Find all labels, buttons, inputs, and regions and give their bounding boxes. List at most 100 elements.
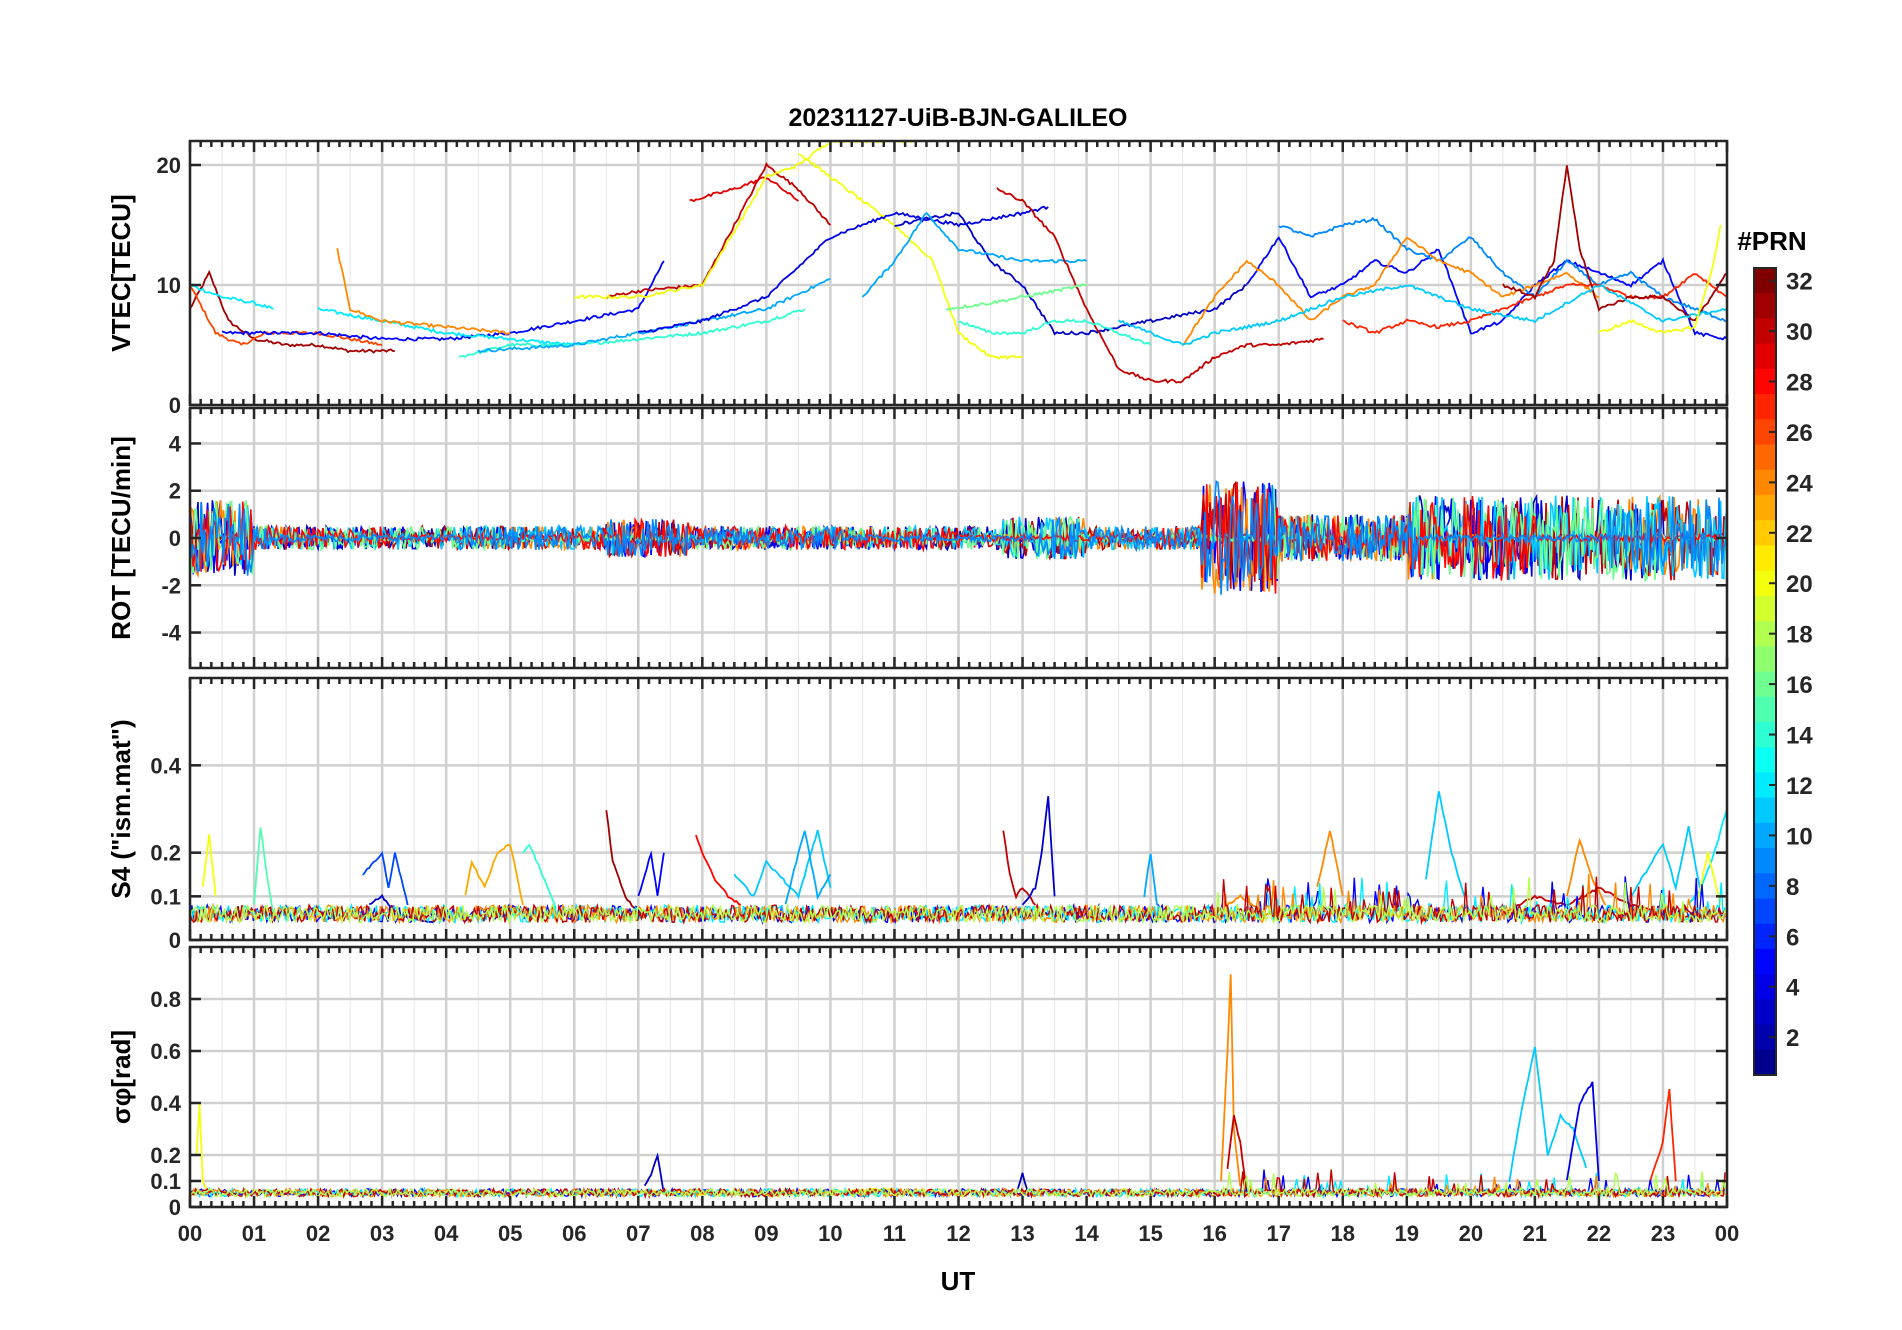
colorbar-segment: [1754, 469, 1776, 496]
sigma_phi-trace-prn-3: [643, 1152, 665, 1195]
sigma_phi-trace-prn-27: [1649, 1088, 1677, 1182]
s4-trace-prn-7: [362, 850, 409, 906]
colorbar-segment: [1754, 268, 1776, 294]
chart-title: 20231127-UiB-BJN-GALILEO: [788, 104, 1127, 132]
x-tick-label: 18: [1331, 1221, 1355, 1246]
s4-trace-prn-5: [637, 850, 665, 897]
colorbar-segment: [1754, 848, 1776, 874]
x-tick-label: 02: [306, 1221, 330, 1246]
vtec-trace-prn-16: [945, 283, 1087, 311]
vtec-trace-prn-5: [1246, 236, 1727, 341]
vtec-trace-prn-30: [996, 187, 1324, 384]
colorbar-segment: [1754, 974, 1776, 1000]
y-tick-label: 0: [169, 1195, 181, 1220]
colorbar-segment: [1754, 772, 1776, 799]
x-tick-label: 16: [1202, 1221, 1226, 1246]
vtec-trace-prn-24: [1181, 236, 1599, 346]
colorbar-tick-label: 8: [1786, 874, 1799, 901]
rot-trace-prn-9: [190, 479, 1727, 595]
s4-trace-prn-10: [784, 830, 832, 905]
x-ticks-vtec: [188, 141, 1729, 407]
colorbar-segment: [1754, 621, 1776, 647]
vtec-trace-prn-20: [797, 153, 1023, 360]
sigma_phi-trace-prn-3: [1015, 1172, 1030, 1197]
colorbar-title: #PRN: [1737, 226, 1806, 256]
colorbar-segment: [1754, 747, 1776, 773]
y-tick-label: -2: [161, 573, 181, 598]
y-tick-label: -4: [161, 621, 181, 646]
vtec-trace-prn-20: [1598, 224, 1722, 334]
colorbar-segment: [1754, 343, 1776, 370]
y-axis-label-rot: ROT [TECU/min]: [106, 436, 136, 640]
vtec-trace-prn-14: [458, 308, 806, 358]
colorbar-segment: [1754, 419, 1776, 446]
x-tick-label: 03: [370, 1221, 394, 1246]
panel-rot: -4 -2 0 2 4 ROT [TECU/min]: [106, 406, 1729, 670]
x-tick-label: 11: [883, 1221, 906, 1246]
colorbar-tick-label: 20: [1786, 571, 1813, 598]
x-ticks-rot: [188, 408, 1729, 668]
vtec-trace-prn-11: [1117, 284, 1727, 346]
x-tick-label: 19: [1395, 1221, 1419, 1246]
grid-vtec: [188, 141, 1729, 407]
y-tick-label: 0: [169, 393, 181, 418]
sigma_phi-baseline-prn-24: [190, 1175, 1726, 1200]
vtec-trace-prn-12: [317, 306, 575, 347]
x-tick-label: 01: [242, 1221, 266, 1246]
s4-trace-prn-31: [605, 810, 639, 915]
s4-trace-prn-11: [1630, 825, 1703, 898]
colorbar-segment: [1754, 671, 1776, 698]
x-tick-label: 13: [1010, 1221, 1034, 1246]
colorbar-segment: [1754, 570, 1776, 597]
vtec-trace-prn-24: [336, 248, 511, 335]
colorbar-segment: [1754, 923, 1776, 950]
x-tick-label: 21: [1523, 1221, 1547, 1246]
colorbar-tick-label: 32: [1786, 269, 1813, 296]
x-tick-label: 07: [626, 1221, 650, 1246]
x-tick-label: 00: [1715, 1221, 1739, 1246]
y-tick-label: 0.1: [150, 1169, 181, 1194]
y-tick-label: 0.2: [150, 1143, 181, 1168]
s4-baseline-prn-30: [190, 876, 1726, 926]
vtec-trace-prn-4: [638, 205, 1049, 333]
y-axis-label-sigma_phi: σφ[rad]: [106, 1030, 136, 1124]
colorbar-tick-label: 2: [1786, 1025, 1799, 1052]
colorbar-tick-label: 4: [1786, 975, 1800, 1002]
colorbar-segment: [1754, 797, 1776, 824]
vtec-trace-prn-26: [190, 285, 383, 346]
colorbar-segment: [1754, 494, 1776, 521]
colorbar-tick-label: 26: [1786, 420, 1813, 447]
colorbar-tick-label: 14: [1786, 723, 1813, 750]
x-tick-label: 09: [754, 1221, 778, 1246]
s4-trace-prn-20: [201, 834, 217, 897]
sigma_phi-trace-prn-30: [1226, 1114, 1248, 1195]
colorbar-tick-label: 16: [1786, 672, 1813, 699]
vtec-trace-prn-3: [894, 211, 1247, 336]
x-tick-label: 20: [1459, 1221, 1483, 1246]
s4-trace-prn-11: [1425, 791, 1466, 897]
vtec-trace-prn-14: [958, 318, 1152, 346]
colorbar-segment: [1754, 898, 1776, 925]
colorbar-segment: [1754, 293, 1776, 319]
s4-trace-prn-24: [1316, 830, 1344, 897]
panel-sigma_phi: 00.10.2 0.4 0.6 0.8 σφ[rad]: [106, 945, 1729, 1220]
colorbar-tick-label: 18: [1786, 622, 1813, 649]
colorbar-segment: [1754, 999, 1776, 1026]
y-tick-label: 0: [169, 526, 181, 551]
x-tick-label: 06: [562, 1221, 586, 1246]
colorbar-tick-label: 10: [1786, 823, 1813, 850]
colorbar-tick-label: 6: [1786, 924, 1799, 951]
y-tick-label: 0.2: [150, 841, 181, 866]
sigma_phi-trace-prn-24: [1220, 974, 1242, 1187]
colorbar-tick-label: 12: [1786, 773, 1813, 800]
colorbar-tick-label: 22: [1786, 521, 1813, 548]
x-tick-label: 22: [1587, 1221, 1611, 1246]
x-tick-label: 12: [946, 1221, 970, 1246]
s4-trace-prn-10: [1143, 853, 1158, 906]
y-tick-label: 0: [169, 928, 181, 953]
y-tick-label: 0.4: [150, 1091, 181, 1116]
colorbar-tick-label: 24: [1786, 470, 1813, 497]
x-ticks-s4: [188, 678, 1729, 942]
